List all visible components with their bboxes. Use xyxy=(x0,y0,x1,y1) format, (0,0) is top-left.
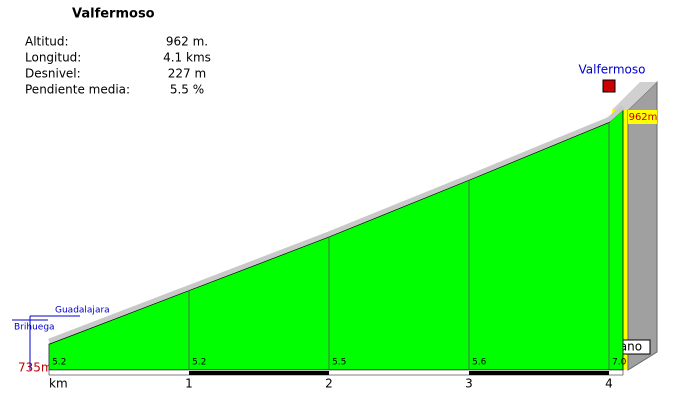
side-top xyxy=(612,82,657,110)
x-tick-label: 2 xyxy=(325,377,333,391)
x-tick-label: 4 xyxy=(605,377,613,391)
x-tick-label: 3 xyxy=(465,377,473,391)
stat-value: 4.1 kms xyxy=(163,51,211,65)
start-label: 735m xyxy=(18,361,53,375)
x-tick-label: km xyxy=(49,377,68,391)
axis-segment xyxy=(469,371,609,375)
gradient-label: 5.2 xyxy=(192,358,206,368)
end-label-box xyxy=(628,110,657,124)
summit-icon xyxy=(602,79,616,93)
stat-value: 962 m. xyxy=(166,35,208,49)
axis-band xyxy=(48,369,624,376)
side-block xyxy=(627,80,658,371)
gradient-label: 5.5 xyxy=(332,358,346,368)
direction-label: Brihuega xyxy=(14,323,55,333)
stat-label: Altitud: xyxy=(25,35,69,49)
stat-label: Pendiente media: xyxy=(25,83,130,97)
stat-label: Desnivel: xyxy=(25,67,81,81)
stat-value: 227 m xyxy=(168,67,206,81)
direction-label: Guadalajara xyxy=(55,306,110,316)
stat-label: Longitud: xyxy=(25,51,81,65)
summit-label: Valfermoso xyxy=(579,63,646,77)
gradient-label: 5.2 xyxy=(52,358,66,368)
title: Valfermoso xyxy=(72,7,155,22)
snow-edge xyxy=(48,105,625,344)
gradient-label: 5.6 xyxy=(472,358,487,368)
gradient-label: 7.0 xyxy=(612,358,627,368)
x-tick-label: 1 xyxy=(185,377,193,391)
end-label: 962m xyxy=(629,112,658,123)
stat-value: 5.5 % xyxy=(170,83,204,97)
axis-segment xyxy=(189,371,329,375)
